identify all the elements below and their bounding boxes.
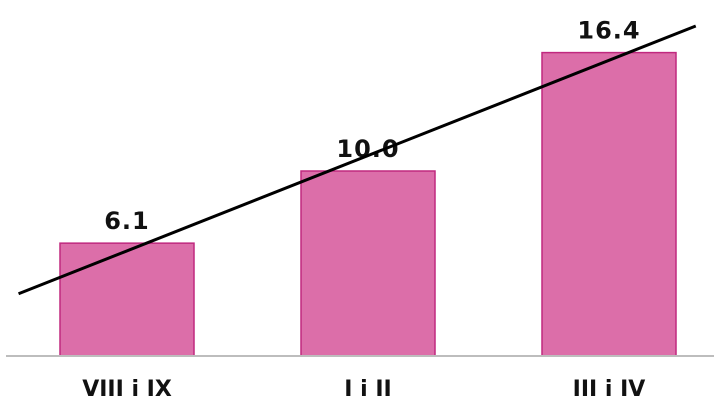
bar-3 xyxy=(541,51,677,357)
value-label-1: 6.1 xyxy=(104,207,150,235)
value-label-3: 16.4 xyxy=(577,17,640,45)
category-label-2: I i II xyxy=(344,377,391,402)
bar-1 xyxy=(59,242,195,357)
bars-group xyxy=(59,51,677,357)
category-labels-group: VIII i IX I i II III i IV xyxy=(82,377,645,402)
category-label-1: VIII i IX xyxy=(82,377,172,402)
bar-2 xyxy=(300,170,436,357)
value-label-2: 10.0 xyxy=(336,135,399,163)
trendline xyxy=(17,24,697,296)
value-labels-group: 6.1 10.0 16.4 xyxy=(104,17,640,236)
category-label-3: III i IV xyxy=(573,377,646,402)
